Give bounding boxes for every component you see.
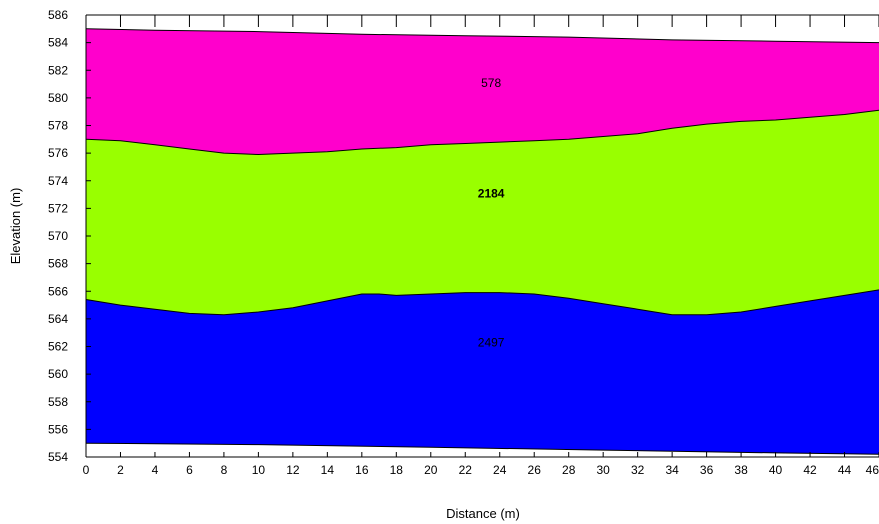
x-tick-label: 14 <box>321 463 335 477</box>
interface-line-1 <box>85 109 879 156</box>
x-tick-label: 38 <box>734 463 748 477</box>
layer-area-578 <box>86 28 879 155</box>
y-tick-label: 578 <box>48 119 68 133</box>
x-tick-label: 18 <box>390 463 404 477</box>
x-tick-label: 12 <box>286 463 300 477</box>
layer-label-578: 578 <box>481 76 501 90</box>
layer-label-2184: 2184 <box>478 186 505 200</box>
x-tick-label: 40 <box>769 463 783 477</box>
layer-area-2184 <box>86 110 879 315</box>
x-tick-label: 10 <box>252 463 266 477</box>
y-tick-label: 560 <box>48 367 68 381</box>
x-tick-label: 34 <box>665 463 679 477</box>
x-tick-label: 28 <box>562 463 576 477</box>
y-tick-label: 568 <box>48 257 68 271</box>
y-tick-label: 572 <box>48 201 68 215</box>
y-tick-label: 562 <box>48 340 68 354</box>
x-tick-label: 30 <box>596 463 610 477</box>
x-axis-title: Distance (m) <box>446 506 520 521</box>
layer-area-2497 <box>86 289 879 455</box>
x-tick-label: 8 <box>221 463 228 477</box>
layer-label-2497: 2497 <box>478 336 505 350</box>
x-tick-label: 42 <box>803 463 817 477</box>
bottom-line <box>85 442 879 455</box>
x-tick-label: 32 <box>631 463 645 477</box>
x-tick-label: 4 <box>152 463 159 477</box>
y-tick-label: 564 <box>48 312 68 326</box>
x-tick-label: 24 <box>493 463 507 477</box>
y-tick-label: 586 <box>48 8 68 22</box>
y-axis-title: Elevation (m) <box>8 188 23 265</box>
y-tick-label: 580 <box>48 91 68 105</box>
x-tick-label: 0 <box>83 463 90 477</box>
y-tick-label: 584 <box>48 36 68 50</box>
x-tick-label: 6 <box>186 463 193 477</box>
x-tick-label: 36 <box>700 463 714 477</box>
axes: 0 2 4 6 8 10 12 14 16 18 20 22 24 26 28 30 32 34 36 38 40 42 4… <box>48 8 879 477</box>
y-tick-label: 582 <box>48 63 68 77</box>
layer-areas <box>86 28 879 455</box>
y-tick-label: 554 <box>48 450 68 464</box>
x-tick-label: 20 <box>424 463 438 477</box>
x-tick-label: 2 <box>117 463 124 477</box>
x-tick-label: 26 <box>528 463 542 477</box>
surface-line <box>85 28 879 44</box>
x-tick-label: 46 <box>866 463 879 477</box>
y-tick-label: 570 <box>48 229 68 243</box>
x-tick-label: 16 <box>355 463 369 477</box>
boundary-lines <box>85 28 879 455</box>
y-tick-label: 566 <box>48 284 68 298</box>
y-tick-label: 576 <box>48 146 68 160</box>
x-tick-label: 44 <box>838 463 852 477</box>
x-tick-label: 22 <box>459 463 473 477</box>
y-tick-label: 574 <box>48 174 68 188</box>
layer-labels: 578 2184 2497 <box>478 76 505 350</box>
interface-line-2 <box>85 289 879 316</box>
y-tick-label: 556 <box>48 422 68 436</box>
y-tick-label: 558 <box>48 395 68 409</box>
